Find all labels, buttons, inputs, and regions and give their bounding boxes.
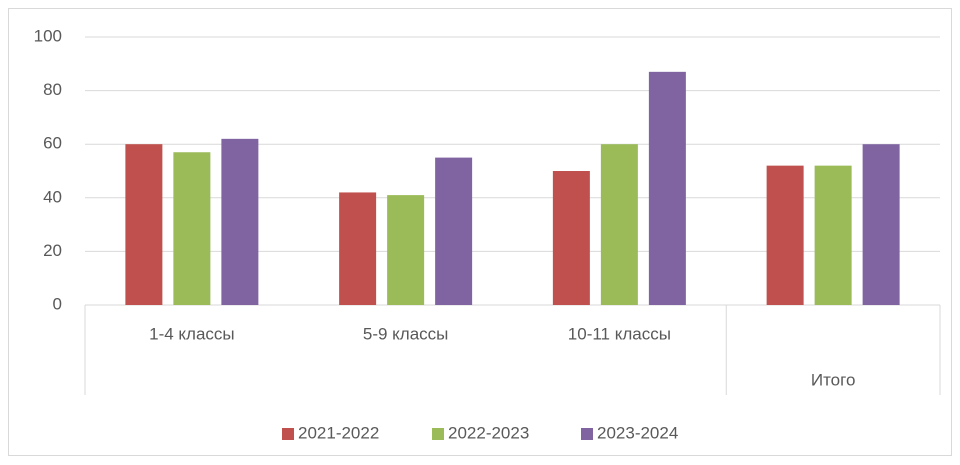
- bar: [221, 138, 259, 305]
- bar: [435, 157, 473, 305]
- legend-label: 2021-2022: [298, 423, 379, 442]
- y-tick-label: 40: [43, 187, 62, 206]
- legend-swatch: [581, 428, 593, 440]
- legend-swatch: [432, 428, 444, 440]
- bar: [552, 171, 590, 305]
- bar: [648, 71, 686, 305]
- x-tick-label: 5-9 классы: [363, 324, 449, 343]
- bar: [173, 152, 211, 305]
- bar: [814, 165, 852, 305]
- bar: [600, 144, 638, 305]
- legend-swatch: [282, 428, 294, 440]
- y-tick-label: 0: [53, 294, 62, 313]
- y-tick-label: 100: [34, 26, 62, 45]
- y-tick-label: 60: [43, 134, 62, 153]
- bar: [387, 195, 425, 305]
- legend-label: 2022-2023: [448, 423, 529, 442]
- bar: [862, 144, 900, 305]
- legend-label: 2023-2024: [597, 423, 678, 442]
- bar: [125, 144, 163, 305]
- bar: [766, 165, 804, 305]
- bar: [339, 192, 377, 305]
- y-tick-label: 80: [43, 80, 62, 99]
- x-tick-label: 1-4 классы: [149, 324, 235, 343]
- x-tick-label: Итого: [811, 370, 856, 389]
- y-tick-label: 20: [43, 241, 62, 260]
- x-tick-label: 10-11 классы: [568, 324, 671, 343]
